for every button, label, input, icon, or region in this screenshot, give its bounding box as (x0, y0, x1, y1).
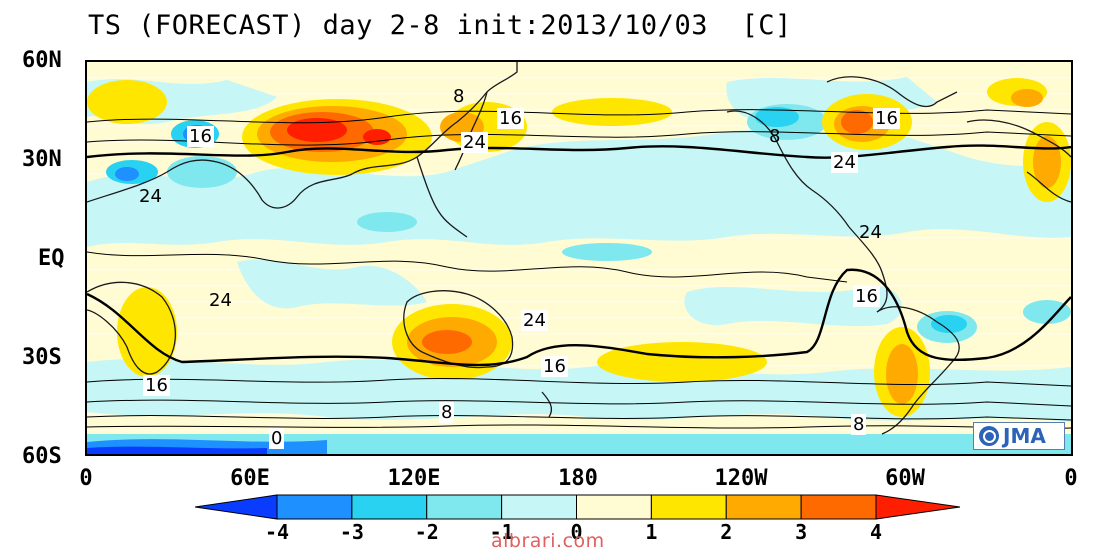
colorbar-cell (276, 494, 353, 520)
contour-label: 16 (853, 286, 880, 307)
lon-label-0-left: 0 (79, 466, 93, 491)
colorbar-tick-label: -2 (414, 520, 439, 544)
lat-label-30s: 30S (22, 345, 62, 370)
contour-label: 16 (541, 356, 568, 377)
lon-label-120e: 120E (387, 466, 441, 491)
colorbar-tick-label: 1 (645, 520, 658, 544)
contour-label: 24 (461, 132, 488, 153)
temperature-contours (87, 109, 1071, 429)
contour-label: 0 (269, 428, 285, 449)
colorbar-cell (351, 494, 428, 520)
colorbar-cells (276, 494, 877, 520)
lon-label-60w: 60W (885, 466, 925, 491)
colorbar-cell (576, 494, 652, 520)
lat-label-30n: 30N (22, 147, 62, 172)
contour-label: 8 (851, 414, 867, 435)
contour-label: 8 (453, 86, 465, 107)
colorbar-tick-label: -3 (339, 520, 364, 544)
map-title: TS (FORECAST) day 2-8 init:2013/10/03 [C… (88, 10, 792, 41)
colorbar-cell (426, 494, 503, 520)
contour-label: 24 (521, 310, 548, 331)
colorbar (195, 494, 960, 520)
anomaly-map: 16 24 8 24 16 8 16 24 24 24 16 24 16 16 … (85, 60, 1073, 456)
watermark-text: albrari.com (491, 530, 605, 552)
contour-label: 8 (439, 402, 455, 423)
colorbar-cell (501, 494, 577, 520)
lon-label-120w: 120W (714, 466, 768, 491)
contour-label: 24 (859, 222, 882, 243)
contour-label: 16 (143, 375, 170, 396)
contour-label: 16 (873, 108, 900, 129)
colorbar-tick-label: -1 (489, 520, 514, 544)
jma-logo: JMA (973, 422, 1065, 450)
cool-anomaly-fields (87, 77, 1071, 422)
contour-label: 24 (139, 186, 162, 207)
contour-label: 24 (209, 290, 232, 311)
lon-label-0-right: 0 (1064, 466, 1078, 491)
lon-label-180: 180 (558, 466, 598, 491)
colorbar-cell (800, 494, 877, 520)
contour-label: 16 (187, 126, 214, 147)
lat-label-60s: 60S (22, 444, 62, 469)
contour-label: 24 (831, 152, 858, 173)
colorbar-cell (650, 494, 727, 520)
jma-logo-text: JMA (1003, 424, 1046, 448)
colorbar-arrow-right (875, 494, 960, 520)
colorbar-arrow-left (195, 494, 278, 520)
lon-label-60e: 60E (230, 466, 270, 491)
colorbar-tick-label: -4 (264, 520, 290, 544)
colorbar-tick-label: 3 (795, 520, 808, 544)
lat-label-60n: 60N (22, 48, 62, 73)
jma-emblem-icon (979, 426, 999, 446)
colorbar-tick-label: 0 (570, 520, 583, 544)
colorbar-cell (725, 494, 802, 520)
colorbar-tick-label: 2 (720, 520, 733, 544)
contour-label: 8 (769, 126, 781, 147)
colorbar-tick-label: 4 (869, 520, 883, 544)
lat-label-eq: EQ (38, 246, 65, 271)
contour-label: 16 (497, 108, 524, 129)
coastlines (87, 62, 1071, 435)
